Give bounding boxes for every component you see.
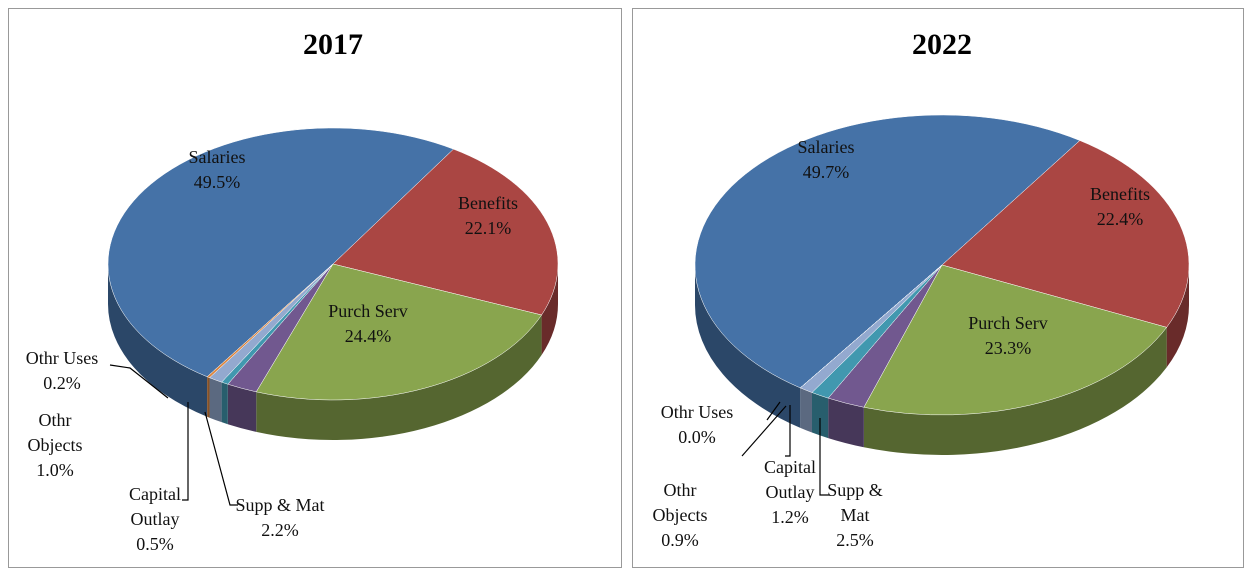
slice-side xyxy=(209,377,222,423)
data-label: Salaries 49.5% xyxy=(162,145,272,195)
category-label: Purch Serv xyxy=(968,313,1048,333)
data-label: Othr Objects 0.9% xyxy=(650,478,710,553)
value-label: 49.7% xyxy=(802,162,850,182)
leader-line xyxy=(204,411,238,506)
data-label: Supp & Mat 2.5% xyxy=(825,478,885,553)
value-label: 22.4% xyxy=(1096,209,1144,229)
value-label: 22.1% xyxy=(464,218,512,238)
category-label: Supp & Mat xyxy=(235,495,325,515)
data-label: Supp & Mat 2.2% xyxy=(230,493,330,543)
chart-title: 2017 xyxy=(303,28,363,61)
slice-side xyxy=(108,264,208,417)
slice xyxy=(941,140,1190,328)
data-label: Purch Serv 24.4% xyxy=(308,299,428,349)
slice-side xyxy=(811,392,829,439)
leader-line xyxy=(785,405,791,457)
slice-side xyxy=(863,327,1167,455)
value-label: 2.2% xyxy=(261,520,299,540)
value-label: 0.9% xyxy=(661,530,699,550)
category-label: Supp & Mat xyxy=(827,480,883,525)
slice-side xyxy=(227,384,257,432)
category-label: Salaries xyxy=(797,137,855,157)
value-label: 0.5% xyxy=(136,534,174,554)
value-label: 1.0% xyxy=(36,460,74,480)
value-label: 0.2% xyxy=(43,373,81,393)
data-label: Othr Uses 0.0% xyxy=(647,400,747,450)
slice xyxy=(800,264,943,389)
data-label: Capital Outlay 0.5% xyxy=(115,482,195,557)
category-label: Salaries xyxy=(188,147,246,167)
category-label: Benefits xyxy=(1090,184,1150,204)
value-label: 24.4% xyxy=(344,326,392,346)
category-label: Capital Outlay xyxy=(129,484,181,529)
value-label: 49.5% xyxy=(193,172,241,192)
data-label: Othr Objects 1.0% xyxy=(15,408,95,483)
slice-side xyxy=(800,387,812,433)
slice-side xyxy=(1166,265,1189,368)
slice xyxy=(107,127,454,378)
slice xyxy=(694,114,1081,389)
category-label: Othr Objects xyxy=(27,410,83,455)
data-label: Benefits 22.4% xyxy=(1065,182,1175,232)
slice xyxy=(863,264,1168,416)
leader-line xyxy=(741,405,787,457)
value-label: 0.0% xyxy=(678,427,716,447)
slice-side xyxy=(256,314,542,440)
chart-title: 2022 xyxy=(912,28,972,61)
leader-line xyxy=(109,364,169,399)
category-label: Othr Objects xyxy=(652,480,708,525)
data-label: Purch Serv 23.3% xyxy=(948,311,1068,361)
value-label: 23.3% xyxy=(984,338,1032,358)
data-label: Capital Outlay 1.2% xyxy=(750,455,830,530)
category-label: Othr Uses xyxy=(25,348,99,368)
slice xyxy=(206,263,334,378)
slice xyxy=(255,263,542,401)
leader-line xyxy=(766,401,781,421)
slice-side xyxy=(207,376,210,418)
data-label: Salaries 49.7% xyxy=(771,135,881,185)
data-label: Benefits 22.1% xyxy=(433,191,543,241)
slice-side xyxy=(221,382,228,425)
category-label: Othr Uses xyxy=(660,402,734,422)
slice-side xyxy=(541,264,558,355)
value-label: 2.5% xyxy=(836,530,874,550)
category-label: Benefits xyxy=(458,193,518,213)
data-label: Othr Uses 0.2% xyxy=(12,346,112,396)
value-label: 1.2% xyxy=(771,507,809,527)
slice-side xyxy=(828,398,864,448)
category-label: Capital Outlay xyxy=(764,457,816,502)
leader-line xyxy=(182,402,189,501)
category-label: Purch Serv xyxy=(328,301,408,321)
slice-side xyxy=(695,265,801,428)
slice xyxy=(332,148,559,316)
leader-line xyxy=(819,418,830,496)
